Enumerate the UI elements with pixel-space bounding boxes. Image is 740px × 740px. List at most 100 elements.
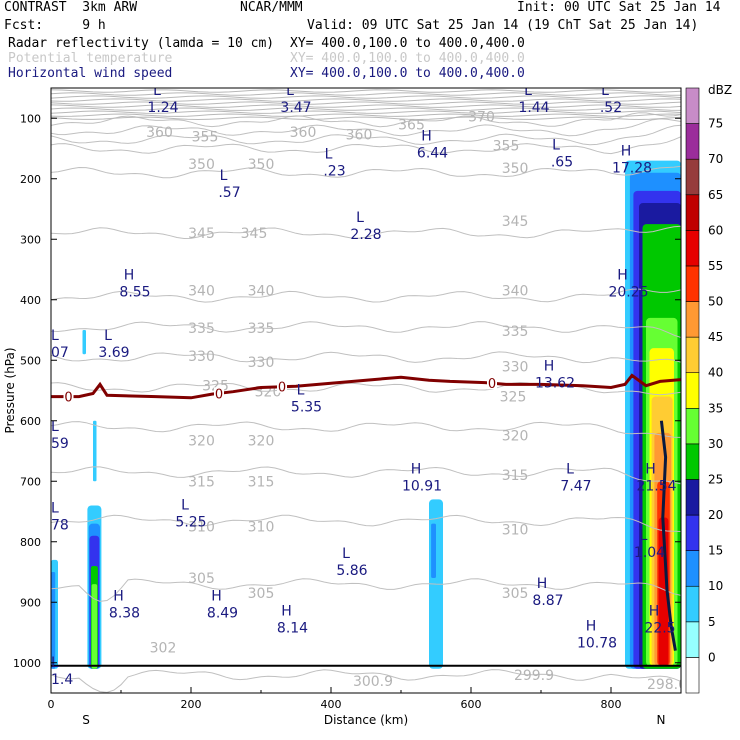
wind-extremum-kind: L xyxy=(51,328,59,344)
freezing-level-label: 0 xyxy=(215,387,223,402)
wind-extremum-value: 5.86 xyxy=(336,563,367,579)
wind-extremum-kind: L xyxy=(286,83,294,99)
theta-label: 310 xyxy=(502,523,529,539)
theta-contour-upper xyxy=(51,92,681,96)
wind-extremum-kind: H xyxy=(649,603,660,619)
theta-label: 330 xyxy=(188,349,215,365)
wind-extremum-value: 1.44 xyxy=(518,100,549,116)
theta-label: 299.9 xyxy=(514,668,554,684)
wind-extremum-value: 8.55 xyxy=(119,285,150,301)
x-tick-label: 800 xyxy=(601,698,622,711)
theta-label: 320 xyxy=(188,434,215,450)
wind-extremum-value: 20.25 xyxy=(608,285,648,301)
valid-time: Valid: 09 UTC Sat 25 Jan 14 (19 ChT Sat … xyxy=(307,18,699,33)
wind-speed-label-layer: L1.24L3.47L1.44L.52H6.44L.23L.65H17.28L.… xyxy=(51,83,677,688)
wind-extremum-kind: L xyxy=(51,419,59,435)
wind-extremum-kind: L xyxy=(220,168,228,184)
theta-label: 320 xyxy=(502,428,529,444)
theta-label: 350 xyxy=(502,161,529,177)
y-tick-label: 700 xyxy=(20,475,41,488)
wind-extremum-kind: L xyxy=(552,138,560,154)
x-tick-label: 0 xyxy=(48,698,55,711)
colorbar-level-label: 15 xyxy=(708,544,723,558)
theta-label: 310 xyxy=(248,520,275,536)
colorbar-swatch xyxy=(685,657,700,694)
wind-extremum-kind: H xyxy=(645,461,656,477)
freezing-level-label: 0 xyxy=(278,381,286,396)
wind-extremum-value: 8.14 xyxy=(277,620,308,636)
colorbar-swatch xyxy=(685,443,700,480)
wind-extremum-kind: L xyxy=(566,461,574,477)
colorbar-level-label: 60 xyxy=(708,223,723,237)
y-tick-label: 500 xyxy=(20,354,41,367)
reflectivity-cell-20 xyxy=(82,330,86,355)
colorbar-level-label: 70 xyxy=(708,152,723,166)
theta-contour-upper xyxy=(51,116,681,121)
y-tick-label: 400 xyxy=(20,294,41,307)
theta-label: 298.6 xyxy=(647,677,687,693)
theta-label: 325 xyxy=(500,390,527,406)
wind-extremum-kind: L xyxy=(524,83,532,99)
wind-extremum-kind: H xyxy=(544,358,555,374)
wind-extremum-value: 8.87 xyxy=(532,593,563,609)
theta-contour-upper xyxy=(51,98,681,102)
wind-extremum-value: .52 xyxy=(600,100,622,116)
theta-label: 345 xyxy=(502,214,529,230)
core-contour xyxy=(659,420,677,651)
theta-label: 320 xyxy=(248,434,275,450)
colorbar-level-label: 35 xyxy=(708,401,723,415)
theta-contour-upper xyxy=(51,104,681,108)
colorbar-level-label: 25 xyxy=(708,472,723,486)
wind-extremum-kind: H xyxy=(537,576,548,592)
theta-label: 340 xyxy=(248,284,275,300)
wind-extremum-kind: L xyxy=(601,83,609,99)
theta-contour-350 xyxy=(51,165,681,179)
field-name-reflectivity: Radar reflectivity (lamda = 10 cm) xyxy=(8,36,275,51)
wind-extremum-kind: H xyxy=(211,588,222,604)
theta-label: 335 xyxy=(188,321,215,337)
wind-extremum-kind: L xyxy=(356,210,364,226)
x-axis-label: Distance (km) xyxy=(324,713,408,727)
colorbar-swatch xyxy=(685,158,700,196)
wind-extremum-kind: H xyxy=(124,268,135,284)
colorbar: 0 5 10 15 20 25 30 35 40 45 50 55 60 65 70 75 dBZ xyxy=(685,83,732,694)
theta-contour-300 xyxy=(51,669,681,693)
colorbar-swatch xyxy=(685,585,700,623)
theta-contour-upper xyxy=(51,113,681,117)
freezing-level-layer: 0 0 0 0 xyxy=(51,373,681,651)
wind-extremum-value: 3.69 xyxy=(98,345,129,361)
wind-extremum-kind: L xyxy=(51,501,59,517)
theta-contour-360 xyxy=(51,124,681,146)
wind-extremum-value: .65 xyxy=(551,155,573,171)
theta-label: 305 xyxy=(502,586,529,602)
endpoint-right-label: N xyxy=(657,713,666,727)
wind-extremum-value: 10.91 xyxy=(402,478,442,494)
colorbar-swatch xyxy=(685,230,700,267)
freezing-level-line xyxy=(51,373,681,400)
wind-extremum-kind: H xyxy=(281,603,292,619)
wind-extremum-kind: L xyxy=(297,383,305,399)
wind-extremum-value: .57 xyxy=(218,185,240,201)
field-xy-reflectivity: XY= 400.0,100.0 to 400.0,400.0 xyxy=(290,36,525,51)
field-xy-theta: XY= 400.0,100.0 to 400.0,400.0 xyxy=(290,51,525,66)
colorbar-level-label: 20 xyxy=(708,508,723,522)
colorbar-swatch xyxy=(685,194,700,231)
theta-contour-upper xyxy=(51,89,681,93)
y-tick-label: 900 xyxy=(20,596,41,609)
theta-contour-upper xyxy=(51,110,681,114)
theta-label: 360 xyxy=(346,128,373,144)
reflectivity-cell-15 xyxy=(91,584,98,669)
wind-extremum-kind: H xyxy=(421,129,432,145)
wind-extremum-value: 1.04 xyxy=(634,545,665,561)
wind-extremum-value: 10.78 xyxy=(577,636,617,652)
init-time: Init: 00 UTC Sat 25 Jan 14 xyxy=(517,0,721,15)
theta-contour-340 xyxy=(51,288,681,303)
theta-contour-upper xyxy=(51,107,681,111)
colorbar-level-label: 10 xyxy=(708,579,723,593)
reflectivity-cell-21 xyxy=(93,420,97,482)
theta-label: 365 xyxy=(398,117,425,133)
theta-label: 305 xyxy=(188,571,215,587)
theta-contour-365 xyxy=(51,118,681,137)
theta-contour-325 xyxy=(51,381,681,396)
